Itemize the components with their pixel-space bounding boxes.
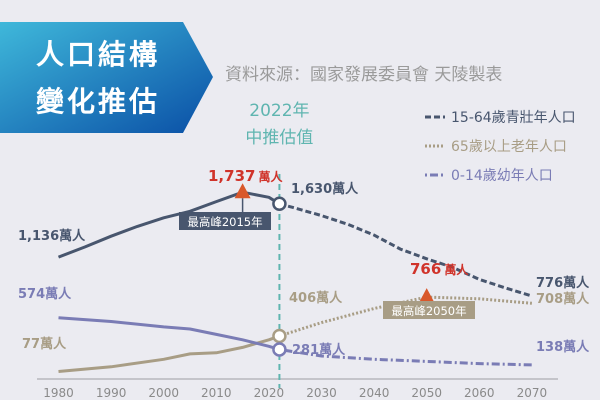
peak-arrow-icon (234, 183, 251, 199)
x-tick-label: 1980 (43, 386, 74, 400)
legend: 15-64歲青壯年人口 65歲以上老年人口 0-14歲幼年人口 (425, 110, 576, 184)
peak-note-box-elderly (383, 301, 475, 319)
label-working-start: 1,136萬人 (18, 228, 86, 244)
label-elderly-2022: 406萬人 (289, 290, 343, 306)
line-historical-working (57, 190, 281, 259)
marker-point-children (272, 342, 287, 357)
x-tick-label: 1990 (96, 386, 127, 400)
source-note: 資料來源：國家發展委員會 天陵製表 (225, 65, 502, 85)
peak-note-elderly: 最高峰2050年 (391, 304, 466, 318)
line-projection-working (279, 202, 533, 298)
title-line-2: 變化推估 (36, 85, 160, 118)
peak-unit: 萬人 (444, 262, 469, 277)
marker-desc-label: 中推估值 (245, 128, 313, 148)
label-peak-working: 1,737 萬人 (208, 167, 283, 185)
x-tick-label: 2010 (201, 386, 232, 400)
x-tick-label: 2070 (517, 386, 548, 400)
x-tick-label: 2040 (359, 386, 390, 400)
x-tick-label: 2050 (411, 386, 442, 400)
line-projection-children (279, 348, 532, 367)
line-historical-elderly (58, 334, 280, 373)
marker-point-working (272, 196, 287, 212)
x-tick-label: 2060 (464, 386, 495, 400)
x-tick-label: 2030 (306, 386, 337, 400)
peak-note-working: 最高峰2015年 (187, 215, 262, 229)
legend-label-children: 0-14歲幼年人口 (451, 168, 553, 184)
label-working-2022: 1,630萬人 (291, 181, 359, 197)
line-historical-children (58, 316, 280, 351)
x-tick-label: 2020 (254, 386, 285, 400)
legend-label-elderly: 65歲以上老年人口 (451, 139, 567, 155)
x-tick-label: 2000 (148, 386, 179, 400)
peak-note-box-working (179, 212, 271, 230)
legend-label-working: 15-64歲青壯年人口 (451, 110, 576, 126)
label-elderly-end: 708萬人 (536, 291, 590, 307)
marker-point-elderly (272, 328, 287, 344)
label-working-end-right: 776萬人 (536, 275, 590, 291)
label-peak-elderly: 766 萬人 (410, 260, 469, 278)
label-elderly-start: 77萬人 (22, 336, 67, 352)
title-banner (0, 22, 213, 133)
title-line-1: 人口結構 (36, 38, 160, 71)
peak-arrow-icon (418, 288, 435, 304)
label-children-end: 138萬人 (536, 339, 590, 355)
peak-value: 1,737 (208, 167, 255, 185)
label-children-start: 574萬人 (18, 286, 72, 302)
label-children-2022: 281萬人 (292, 342, 346, 358)
marker-year-label: 2022年 (249, 101, 309, 121)
peak-unit: 萬人 (258, 169, 283, 184)
peak-value: 766 (410, 260, 441, 278)
